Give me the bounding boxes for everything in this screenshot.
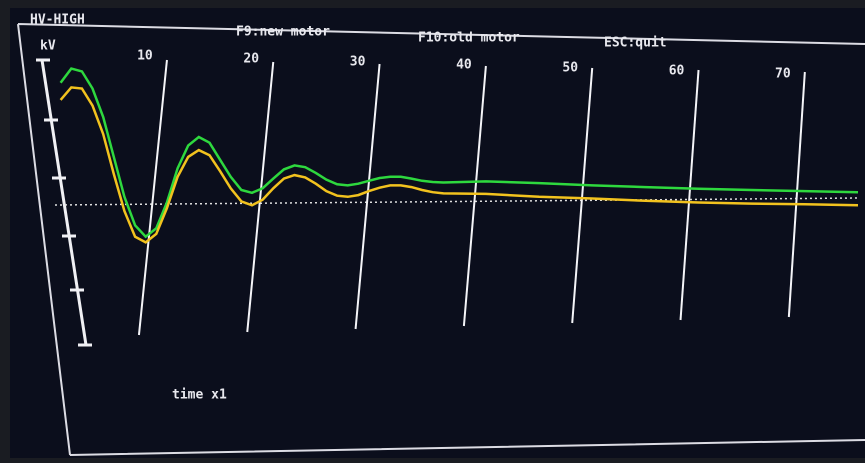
key-hint: F9:new motor <box>236 25 330 40</box>
grid-line <box>354 63 381 330</box>
grid-line <box>787 71 806 318</box>
grid-line <box>679 69 700 321</box>
x-tick-label: 40 <box>456 58 472 73</box>
grid-line <box>571 67 594 324</box>
grid-line <box>246 61 275 333</box>
x-tick-label: 70 <box>775 67 791 82</box>
grid-line <box>462 65 487 327</box>
key-hint: F10:old motor <box>418 31 520 46</box>
grid-line <box>137 59 168 336</box>
x-tick-label: 10 <box>137 49 153 64</box>
key-hint: ESC:quit <box>604 36 667 51</box>
x-tick-label: 30 <box>350 55 366 70</box>
axis-ticks <box>36 58 92 347</box>
y-axis-label: kV <box>40 39 56 54</box>
frame <box>17 23 865 456</box>
baseline <box>54 197 859 206</box>
x-tick-label: 20 <box>243 52 259 67</box>
display <box>10 8 865 458</box>
data-line <box>59 67 859 239</box>
title: HV-HIGH <box>30 13 85 28</box>
x-tick-label: 50 <box>562 61 578 76</box>
data-line <box>59 86 859 244</box>
x-tick-label: 60 <box>669 64 685 79</box>
x-axis-label: time x1 <box>172 388 227 403</box>
y-axis <box>36 58 92 347</box>
